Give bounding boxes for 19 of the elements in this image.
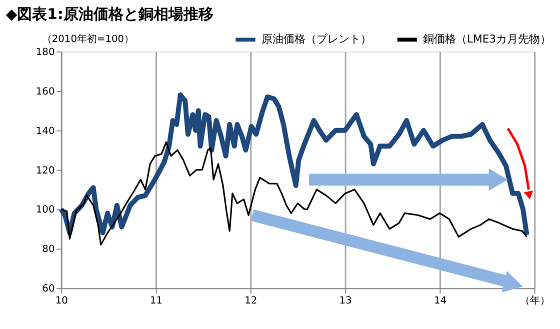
y-tick-label: 80: [42, 244, 55, 256]
line-series: [58, 92, 530, 238]
x-tick-label: 13: [339, 295, 352, 306]
y-tick-label: 140: [36, 126, 55, 137]
x-tick-label: （年）: [520, 294, 550, 306]
x-tick-label: 11: [150, 295, 163, 306]
y-tick-label: 100: [36, 204, 55, 216]
legend-label: 銅価格（LME3カ月先物）: [422, 32, 552, 46]
line-series: [60, 141, 528, 246]
y-tick-label: 120: [36, 165, 55, 176]
y-axis-title: （2010年初=100）: [42, 33, 134, 46]
legend-label: 原油価格（ブレント）: [261, 32, 372, 46]
chart-title: ◆図表1:原油価格と銅相場推移: [6, 6, 214, 23]
x-tick-label: 10: [55, 295, 68, 306]
y-tick-label: 160: [36, 86, 55, 98]
x-tick-label: 12: [244, 295, 258, 306]
x-tick-label: 14: [434, 295, 446, 306]
y-tick-label: 60: [42, 284, 55, 295]
y-tick-label: 180: [36, 46, 55, 58]
